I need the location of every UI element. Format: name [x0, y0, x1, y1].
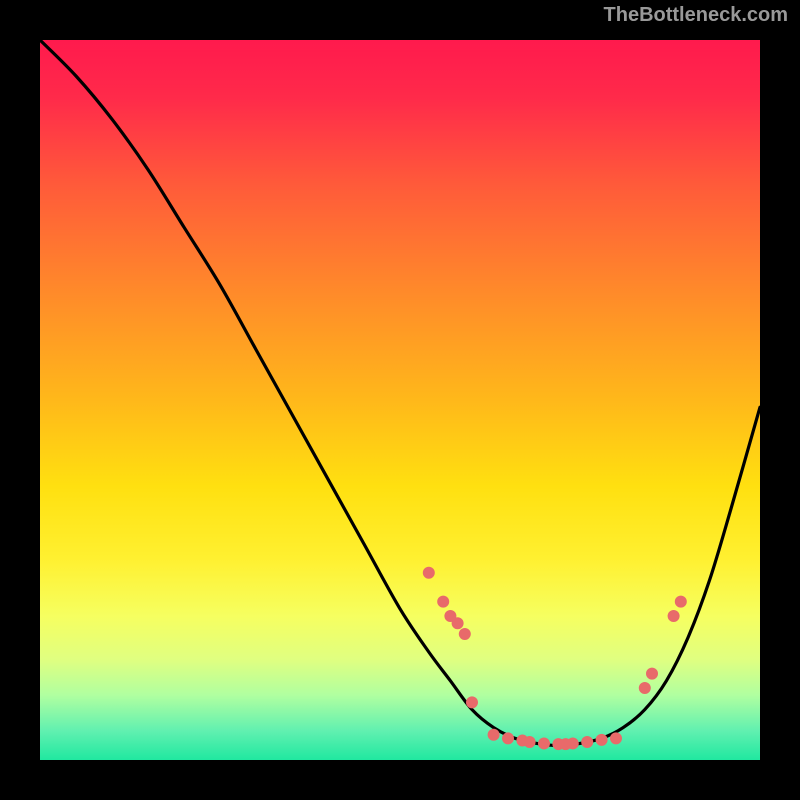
plot-area	[40, 40, 760, 760]
watermark-text: TheBottleneck.com	[604, 4, 788, 27]
marker-point	[524, 737, 535, 748]
chart-outer: TheBottleneck.com	[0, 0, 800, 800]
marker-point	[503, 733, 514, 744]
marker-point	[647, 668, 658, 679]
marker-point	[639, 683, 650, 694]
marker-point	[438, 596, 449, 607]
marker-point	[582, 737, 593, 748]
marker-point	[459, 629, 470, 640]
marker-point	[423, 567, 434, 578]
marker-point	[675, 596, 686, 607]
chart-svg	[40, 40, 760, 760]
marker-point	[567, 738, 578, 749]
marker-point	[596, 734, 607, 745]
gradient-background	[40, 40, 760, 760]
marker-point	[539, 738, 550, 749]
marker-point	[611, 733, 622, 744]
marker-point	[488, 729, 499, 740]
marker-point	[467, 697, 478, 708]
marker-point	[452, 618, 463, 629]
marker-point	[668, 611, 679, 622]
